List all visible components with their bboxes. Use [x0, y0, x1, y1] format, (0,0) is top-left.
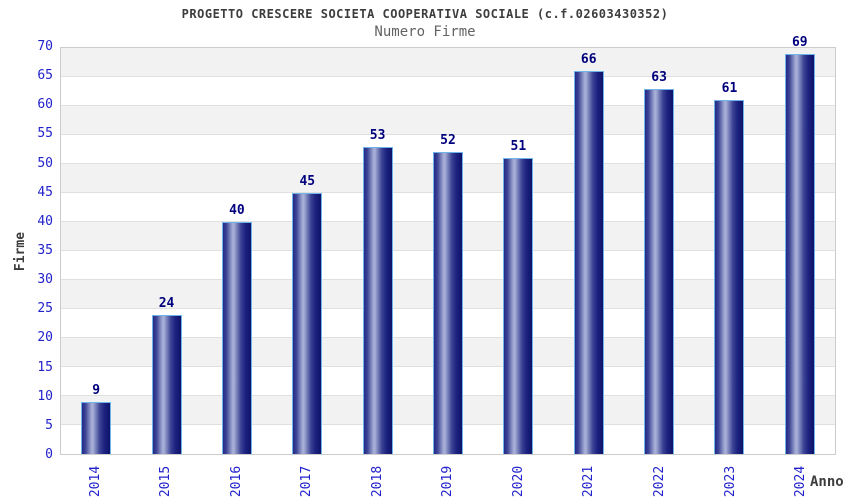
gridline: [61, 134, 835, 135]
y-tick-label-15: 15: [37, 359, 53, 375]
bar-2022: [644, 88, 675, 454]
bar-value-label-2020: 51: [510, 139, 527, 155]
y-tick-label-35: 35: [37, 243, 53, 258]
bar-2021: [573, 71, 604, 454]
x-tick-label-text: 2023: [722, 465, 738, 497]
y-tick-label-10: 10: [37, 388, 53, 404]
x-tick-label-text: 2019: [440, 465, 456, 497]
bar-2020: [503, 158, 534, 454]
x-tick-label-text: 2021: [581, 465, 597, 497]
bar-value-label-2022: 63: [651, 69, 667, 85]
bar-value-label-2018: 53: [369, 127, 386, 143]
bar-value-label-2017: 45: [299, 174, 316, 189]
bar-value-label-2019: 52: [440, 133, 456, 149]
bar-2017: [292, 193, 323, 454]
x-tick-label-2015: 2015: [144, 458, 188, 500]
x-tick-label-2019: 2019: [426, 458, 470, 500]
x-tick-label-2018: 2018: [355, 458, 399, 500]
x-axis-title: Anno: [810, 474, 844, 490]
grid-band: [61, 77, 835, 106]
bar-2014: [81, 401, 112, 454]
x-tick-label-text: 2017: [299, 465, 315, 497]
x-tick-label-2017: 2017: [285, 458, 329, 500]
y-tick-label-0: 0: [45, 447, 53, 462]
bar-2016: [221, 222, 252, 454]
bar-value-label-2015: 24: [158, 295, 175, 311]
bar-2023: [714, 100, 745, 454]
x-tick-label-2022: 2022: [638, 458, 682, 500]
x-tick-label-text: 2015: [158, 465, 174, 497]
bar-value-label-2016: 40: [229, 203, 245, 219]
x-tick-label-2021: 2021: [567, 458, 611, 500]
y-tick-label-40: 40: [37, 213, 53, 229]
y-tick-label-5: 5: [45, 417, 53, 433]
y-tick-label-55: 55: [37, 126, 53, 142]
bar-value-label-2023: 61: [721, 81, 738, 97]
y-tick-label-65: 65: [37, 68, 53, 84]
bar-value-label-2014: 9: [92, 382, 101, 398]
chart-subtitle: Numero Firme: [374, 24, 476, 40]
x-tick-label-2023: 2023: [708, 458, 752, 500]
y-tick-label-50: 50: [37, 155, 53, 171]
x-tick-label-2014: 2014: [73, 458, 117, 500]
y-tick-label-30: 30: [37, 272, 53, 288]
bar-2018: [362, 146, 393, 454]
bar-value-label-2024: 69: [791, 34, 808, 50]
x-tick-label-text: 2024: [793, 465, 809, 497]
x-tick-label-2016: 2016: [214, 458, 258, 500]
y-tick-label-45: 45: [37, 184, 53, 200]
bar-2019: [433, 152, 463, 454]
bar-2015: [151, 314, 182, 454]
y-tick-label-20: 20: [37, 330, 53, 346]
plot-area: 9 24 40 45 53 52 51 66 63 61 69: [60, 35, 836, 455]
bar-value-label-2021: 66: [580, 52, 597, 68]
grid-band: [61, 106, 835, 135]
gridline: [61, 104, 835, 106]
x-tick-label-text: 2018: [369, 465, 385, 497]
x-tick-label-text: 2020: [511, 465, 527, 497]
y-tick-label-60: 60: [37, 97, 53, 113]
y-tick-label-70: 70: [37, 39, 53, 54]
x-tick-label-text: 2014: [87, 465, 103, 497]
gridline: [61, 75, 835, 77]
grid-band: [61, 48, 835, 77]
x-tick-label-text: 2016: [228, 465, 244, 497]
chart-title: PROGETTO CRESCERE SOCIETA COOPERATIVA SO…: [181, 7, 669, 21]
bar-2024: [784, 53, 815, 454]
x-tick-label-text: 2022: [652, 465, 668, 497]
y-tick-label-25: 25: [37, 301, 53, 317]
x-tick-label-2020: 2020: [497, 458, 541, 500]
